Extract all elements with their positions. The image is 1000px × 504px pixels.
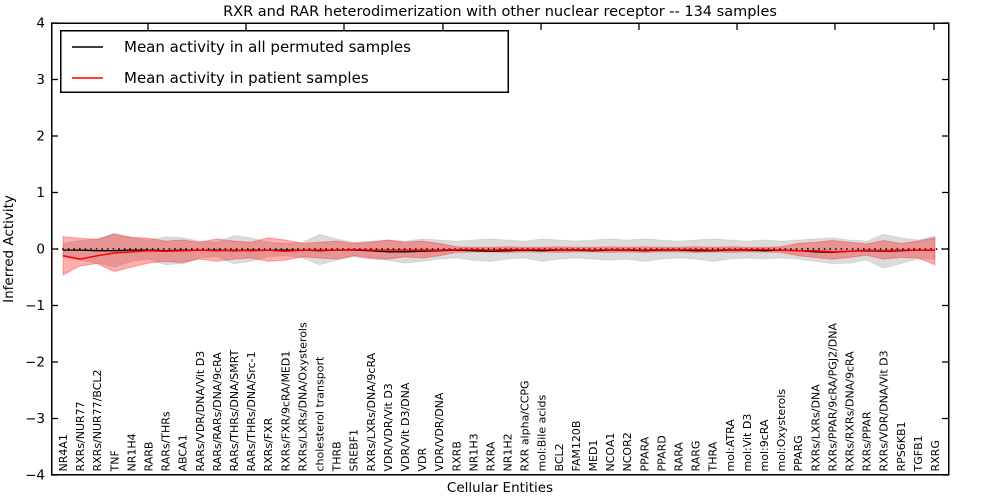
x-tick-label: RXRB [450, 441, 463, 471]
x-tick-label: VDR/VDR/DNA [433, 392, 446, 471]
legend-label-permuted: Mean activity in all permuted samples [124, 38, 411, 56]
confidence-bands [62, 232, 936, 276]
x-tick-label: RARA [673, 442, 686, 472]
x-tick-label: BCL2 [553, 443, 566, 471]
y-tick-label: −1 [25, 298, 45, 314]
x-tick-label: mol:9cRA [758, 419, 771, 471]
x-tick-label: SREBF1 [348, 429, 361, 471]
x-tick-label: RARs/THRs [160, 411, 173, 471]
x-tick-label: RARB [142, 442, 155, 472]
chart-title: RXR and RAR heterodimerization with othe… [223, 4, 777, 20]
x-tick-label: RXRA [484, 441, 497, 471]
y-tick-label: 3 [36, 72, 45, 88]
y-tick-label: −3 [25, 411, 45, 427]
patient-mean-line [62, 248, 935, 260]
x-tick-label: mol:ATRA [724, 419, 737, 472]
y-axis-label: Inferred Activity [1, 195, 17, 303]
x-tick-label: PPARG [792, 435, 805, 471]
x-tick-label: RXRs/PPAR/9cRA/PGJ2/DNA [826, 323, 839, 472]
x-tick-label: RPS6KB1 [895, 421, 908, 471]
x-tick-label: mol:Vit D3 [741, 414, 754, 472]
y-tick-label: −4 [25, 468, 45, 484]
x-tick-label: cholesterol transport [313, 356, 326, 471]
x-tick-label: THRB [331, 441, 344, 472]
x-tick-label-group: NR4A1 RXRs/NUR77 RXRs/NUR77/BCL2 TNF NR1H4 RA… [57, 322, 942, 472]
legend-box [60, 30, 509, 93]
top-tick-group [147, 23, 935, 30]
x-tick-label: PPARD [655, 435, 668, 471]
x-tick-label: RXRs/NUR77/BCL2 [91, 369, 104, 471]
x-tick-label: RXRs/RXRs/DNA/9cRA [844, 351, 857, 472]
x-tick-label: NR4A1 [57, 434, 70, 471]
x-tick-label: RXRs/FXR/9cRA/MED1 [279, 351, 292, 472]
legend-label-patient: Mean activity in patient samples [124, 69, 369, 87]
x-tick-label: RARs/THRs/DNA/Src-1 [245, 351, 258, 471]
x-tick-label: RXRs/VDR/DNA/Vit D3 [878, 350, 891, 471]
x-tick-label: RARs/THRs/DNA/SMRT [228, 349, 241, 471]
x-tick-label: ABCA1 [177, 434, 190, 471]
y-tick-label: −2 [25, 355, 45, 371]
x-tick-label: mol:Bile acids [536, 395, 549, 472]
x-tick-label: RXRs/LXRs/DNA/Oxysterols [296, 322, 309, 471]
x-tick-label: RARs/VDR/DNA/Vit D3 [194, 351, 207, 472]
x-tick-label: RXRG [929, 440, 942, 471]
x-tick-label: FAM120B [570, 421, 583, 472]
x-tick-label: NR1H4 [125, 433, 138, 471]
y-tick-label: 0 [36, 242, 45, 258]
x-tick-label: VDR [416, 448, 429, 472]
plot-spines [51, 22, 950, 476]
x-tick-label: MED1 [587, 440, 600, 472]
x-tick-label: RXRs/NUR77 [74, 401, 87, 471]
x-tick-label: RARs/RARs/DNA/9cRA [211, 352, 224, 472]
x-tick-label: NR1H3 [467, 433, 480, 471]
x-tick-label: PPARA [638, 436, 651, 471]
x-tick-label: VDR/Vit D3/DNA [399, 382, 412, 471]
x-tick-label: VDR/VDR/Vit D3 [382, 383, 395, 471]
x-axis-label: Cellular Entities [447, 480, 553, 496]
x-tick-label: TGFB1 [912, 435, 925, 472]
x-tick-label: THRA [707, 441, 720, 472]
x-tick-label: RXRs/FXR [262, 417, 275, 471]
x-tick-label: NR1H2 [502, 433, 515, 471]
legend: Mean activity in all permuted samples Me… [60, 30, 509, 93]
x-tick-label: RARG [690, 441, 703, 472]
x-tick-label: NCOR2 [621, 432, 634, 471]
patient-std-band [62, 233, 936, 276]
y-tick-label: 1 [36, 185, 45, 201]
x-tick-label: RXRs/LXRs/DNA/9cRA [365, 352, 378, 471]
y-tick-label: 2 [36, 129, 45, 145]
x-tick-label: RXRs/LXRs/DNA [809, 384, 822, 472]
y-tick-label: 4 [36, 16, 45, 32]
mean-lines [51, 248, 949, 260]
x-tick-label: mol:Oxysterols [775, 389, 788, 472]
x-tick-label: NCOA1 [604, 433, 617, 472]
x-tick-label: RXRs/PPAR [861, 411, 874, 471]
x-tick-label: TNF [108, 450, 121, 472]
x-tick-label: RXR alpha/CCPG [519, 380, 532, 471]
